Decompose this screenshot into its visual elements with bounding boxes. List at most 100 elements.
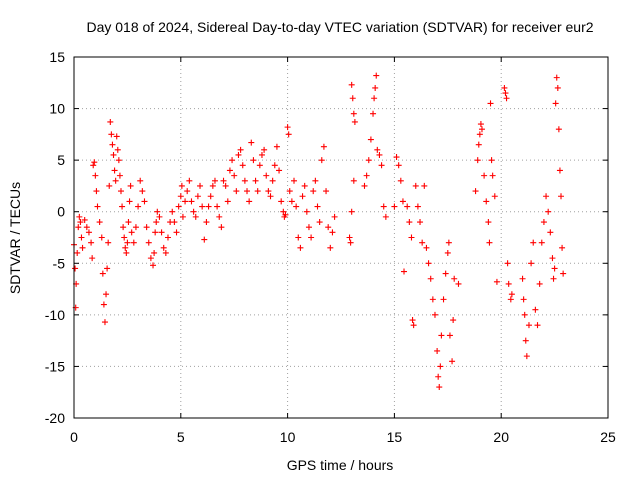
data-point-marker: [226, 167, 233, 174]
data-point-marker: [552, 100, 559, 107]
data-point-marker: [229, 157, 236, 164]
data-point-marker: [162, 249, 169, 256]
data-point-marker: [145, 239, 152, 246]
data-point-marker: [83, 224, 90, 231]
y-axis-label: SDTVAR / TECUs: [7, 182, 23, 294]
data-point-marker: [79, 244, 86, 251]
x-tick-label: 10: [280, 429, 296, 445]
data-point-marker: [491, 193, 498, 200]
data-point-marker: [89, 255, 96, 262]
data-point-marker: [178, 182, 185, 189]
data-point-marker: [190, 208, 197, 215]
data-point-marker: [91, 159, 98, 166]
data-point-marker: [74, 249, 81, 256]
data-point-marker: [445, 239, 452, 246]
data-point-marker: [308, 234, 315, 241]
data-point-marker: [203, 219, 210, 226]
data-point-marker: [239, 162, 246, 169]
data-point-marker: [152, 229, 159, 236]
data-point-marker: [106, 182, 113, 189]
data-point-marker: [205, 203, 212, 210]
data-point-marker: [431, 311, 438, 318]
data-point-marker: [137, 177, 144, 184]
data-point-marker: [111, 167, 118, 174]
data-point-marker: [347, 239, 354, 246]
data-point-marker: [201, 236, 208, 243]
data-point-marker: [372, 84, 379, 91]
data-point-marker: [376, 151, 383, 158]
data-point-marker: [177, 193, 184, 200]
data-point-marker: [139, 188, 146, 195]
data-point-marker: [485, 219, 492, 226]
x-tick-label: 15: [387, 429, 403, 445]
data-point-marker: [325, 224, 332, 231]
y-tick-label: 10: [49, 101, 65, 117]
data-point-marker: [127, 182, 134, 189]
data-point-marker: [276, 167, 283, 174]
data-point-marker: [297, 244, 304, 251]
data-point-marker: [349, 95, 356, 102]
data-point-marker: [483, 198, 490, 205]
data-point-marker: [556, 167, 563, 174]
data-point-marker: [216, 213, 223, 220]
data-point-marker: [285, 131, 292, 138]
data-point-marker: [90, 162, 97, 169]
data-point-marker: [214, 203, 221, 210]
data-point-marker: [410, 322, 417, 329]
data-point-marker: [116, 172, 123, 179]
data-point-marker: [105, 239, 112, 246]
data-point-marker: [507, 296, 514, 303]
data-point-marker: [478, 126, 485, 133]
data-point-marker: [408, 234, 415, 241]
x-tick-label: 0: [70, 429, 78, 445]
data-point-marker: [350, 177, 357, 184]
data-point-marker: [371, 95, 378, 102]
data-point-marker: [327, 244, 334, 251]
data-point-marker: [224, 198, 231, 205]
data-point-marker: [286, 188, 293, 195]
data-point-marker: [188, 198, 195, 205]
data-point-marker: [293, 203, 300, 210]
data-point-marker: [487, 100, 494, 107]
data-point-marker: [192, 213, 199, 220]
data-point-marker: [147, 255, 154, 262]
data-point-marker: [75, 224, 82, 231]
data-point-marker: [486, 239, 493, 246]
data-point-marker: [348, 81, 355, 88]
data-point-marker: [171, 219, 178, 226]
data-point-marker: [110, 151, 117, 158]
data-point-marker: [449, 358, 456, 365]
data-point-marker: [442, 270, 449, 277]
data-point-marker: [559, 244, 566, 251]
data-point-marker: [508, 291, 515, 298]
data-point-marker: [520, 296, 527, 303]
data-point-marker: [252, 177, 259, 184]
data-point-marker: [404, 203, 411, 210]
data-point-marker: [554, 84, 561, 91]
data-point-marker: [444, 249, 451, 256]
data-point-marker: [545, 208, 552, 215]
x-tick-label: 20: [493, 429, 509, 445]
x-axis-label: GPS time / hours: [287, 457, 394, 473]
data-point-marker: [425, 260, 432, 267]
data-point-marker: [271, 162, 278, 169]
data-point-marker: [258, 151, 265, 158]
data-point-marker: [153, 219, 160, 226]
data-point-marker: [481, 172, 488, 179]
data-point-marker: [94, 203, 101, 210]
data-point-marker: [532, 306, 539, 313]
data-point-marker: [543, 193, 550, 200]
data-point-marker: [233, 188, 240, 195]
data-point-marker: [122, 244, 129, 251]
data-point-marker: [503, 95, 510, 102]
data-point-marker: [98, 234, 105, 241]
x-tick-label: 25: [600, 429, 616, 445]
data-point-marker: [522, 337, 529, 344]
data-point-marker: [288, 198, 295, 205]
data-point-marker: [248, 139, 255, 146]
data-point-marker: [451, 275, 458, 282]
data-point-marker: [99, 270, 106, 277]
data-point-marker: [477, 121, 484, 128]
data-point-marker: [76, 213, 83, 220]
data-point-marker: [519, 275, 526, 282]
